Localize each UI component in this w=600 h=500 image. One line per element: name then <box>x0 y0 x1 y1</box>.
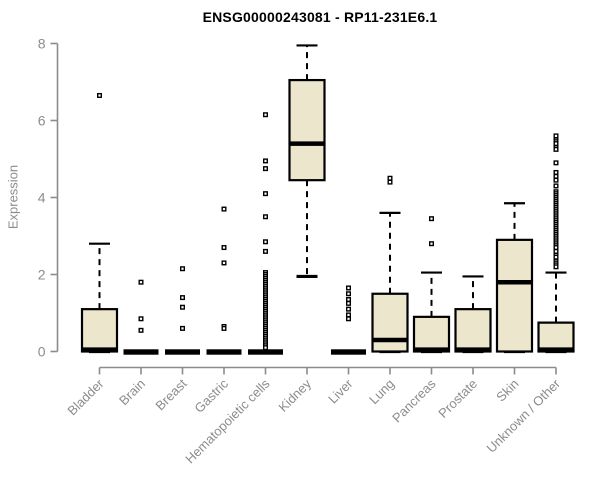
box-bladder <box>80 308 119 353</box>
outlier-liver <box>346 306 352 312</box>
median-prostate <box>455 347 491 352</box>
outlier-lung <box>387 179 393 185</box>
outlier-unknown-other <box>553 254 559 260</box>
outlier-hematopoietic-cells <box>263 166 269 172</box>
outlier-breast <box>179 325 185 331</box>
median-pancreas <box>414 347 449 352</box>
x-category-label: Bladder <box>64 376 107 419</box>
median-skin <box>497 280 532 285</box>
median-bladder <box>82 347 117 352</box>
box-pancreas <box>412 315 451 353</box>
box-collapsed-gastric <box>206 349 242 355</box>
outlier-unknown-other <box>553 264 559 270</box>
outlier-unknown-other <box>553 169 559 175</box>
x-category-label: Lung <box>366 376 397 407</box>
y-tick-label: 4 <box>38 190 46 206</box>
outlier-unknown-other <box>553 173 559 179</box>
y-tick-label: 2 <box>38 267 46 283</box>
outlier-bladder <box>96 92 102 98</box>
outlier-unknown-other <box>553 177 559 183</box>
median-kidney <box>289 141 325 146</box>
x-category-label: Brain <box>116 376 148 408</box>
outlier-lung <box>387 175 393 181</box>
outlier-unknown-other <box>553 183 559 189</box>
median-unknown-other <box>538 347 574 352</box>
outlier-gastric <box>221 325 227 331</box>
outlier-breast <box>179 266 185 272</box>
box-collapsed-hematopoietic-cells <box>248 349 283 355</box>
outlier-hematopoietic-cells <box>263 214 269 220</box>
outlier-hematopoietic-cells <box>263 248 269 254</box>
box-prostate <box>454 308 492 353</box>
outlier-unknown-other <box>553 146 559 152</box>
outlier-liver <box>346 297 352 303</box>
outlier-unknown-other <box>553 160 559 166</box>
x-category-label: Prostate <box>435 376 480 421</box>
box-kidney <box>288 78 326 182</box>
outlier-hematopoietic-cells <box>263 239 269 245</box>
outlier-liver <box>346 291 352 297</box>
outlier-liver <box>346 300 352 306</box>
outlier-unknown-other <box>553 133 559 139</box>
x-category-label: Skin <box>493 376 521 404</box>
box-collapsed-liver <box>331 349 366 355</box>
outlier-unknown-other <box>553 141 559 147</box>
x-category-label: Pancreas <box>389 376 439 426</box>
outlier-gastric <box>221 245 227 251</box>
x-category-label: Breast <box>152 376 189 413</box>
outlier-liver <box>346 312 352 318</box>
outlier-breast <box>179 295 185 301</box>
outlier-pancreas <box>429 241 435 247</box>
box-lung <box>371 292 409 353</box>
outlier-liver <box>346 285 352 291</box>
outlier-hematopoietic-cells <box>263 191 269 197</box>
y-tick-label: 6 <box>38 113 46 129</box>
chart-title: ENSG00000243081 - RP11-231E6.1 <box>202 9 438 25</box>
outlier-brain <box>138 279 144 285</box>
x-category-label: Unknown / Other <box>484 376 564 456</box>
outlier-brain <box>138 327 144 333</box>
box-unknown-other <box>537 321 575 353</box>
outlier-unknown-other <box>553 248 559 254</box>
box-skin <box>495 238 534 353</box>
outlier-pancreas <box>429 216 435 222</box>
box-collapsed-breast <box>165 349 200 355</box>
outlier-hematopoietic-cells <box>263 112 269 118</box>
outlier-unknown-other <box>553 245 559 251</box>
box-collapsed-brain <box>123 349 159 355</box>
y-tick-label: 0 <box>38 344 46 360</box>
outlier-breast <box>179 304 185 310</box>
outlier-gastric <box>221 260 227 266</box>
outlier-brain <box>138 316 144 322</box>
x-category-label: Kidney <box>275 376 314 415</box>
outlier-hematopoietic-cells <box>263 158 269 164</box>
median-lung <box>372 337 408 343</box>
outlier-liver <box>346 316 352 322</box>
x-category-label: Liver <box>325 376 356 407</box>
y-tick-label: 8 <box>38 36 46 52</box>
outlier-hematopoietic-cells <box>263 345 269 351</box>
outlier-gastric <box>221 206 227 212</box>
x-category-label: Gastric <box>191 376 231 416</box>
